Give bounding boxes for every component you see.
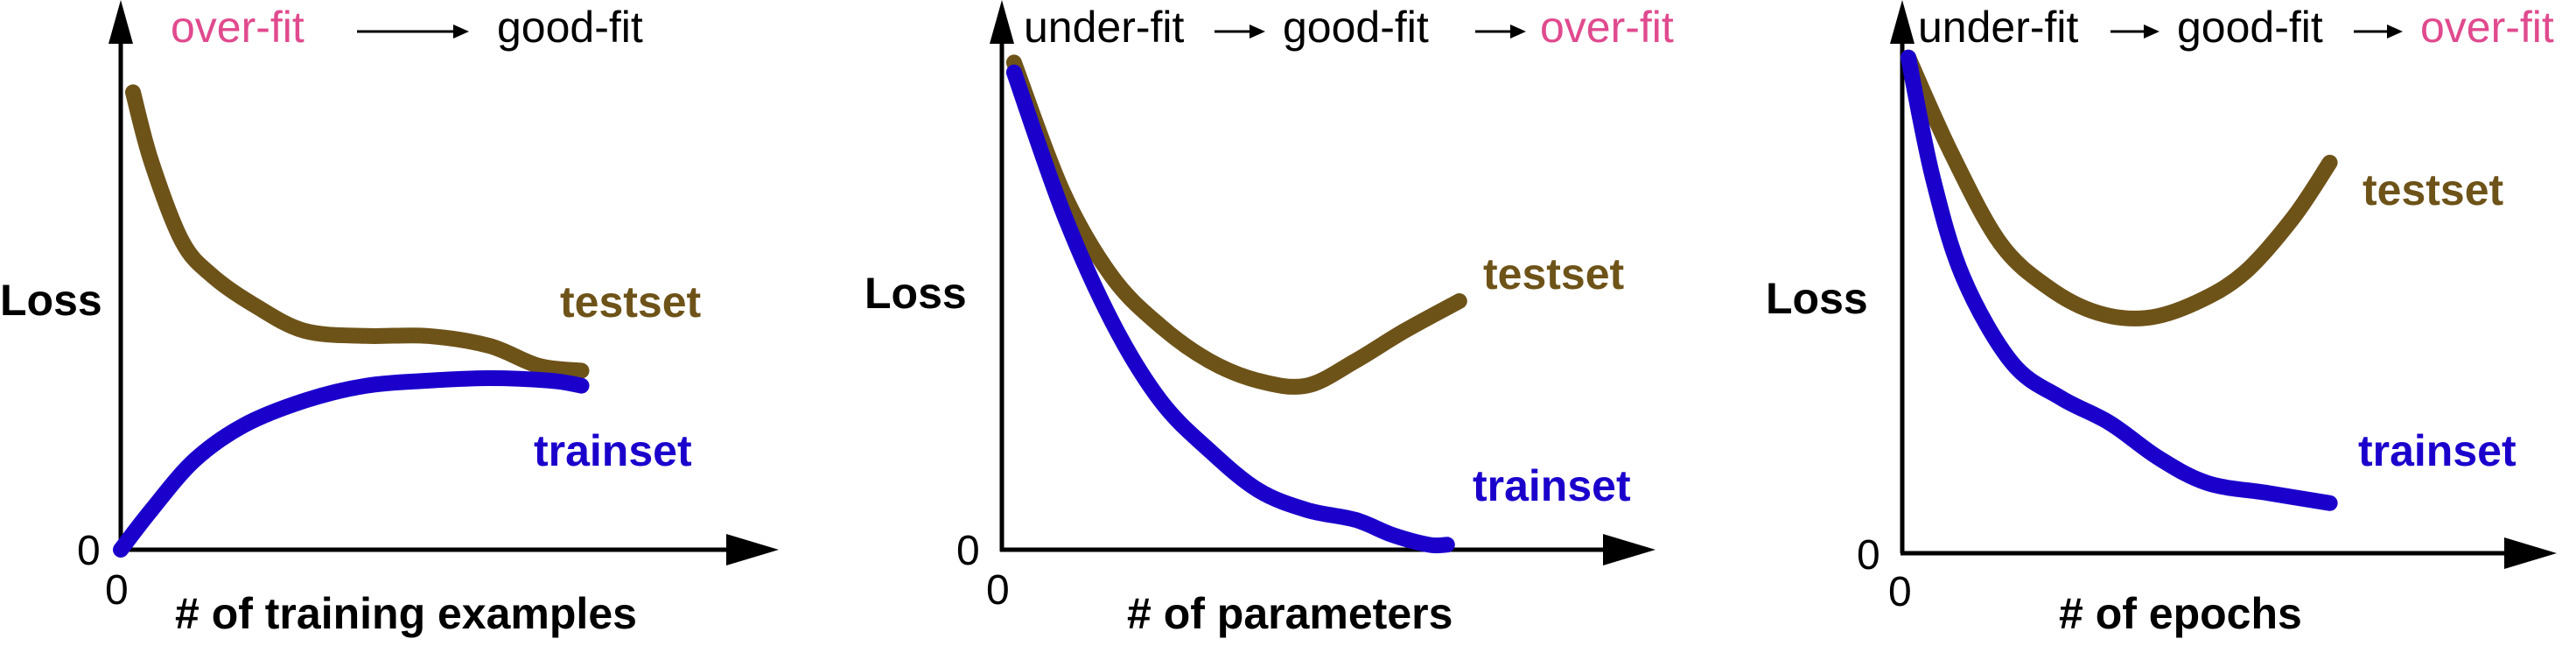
regime-label-2: good-fit bbox=[1283, 3, 1429, 52]
y-tick-label: 0 bbox=[1857, 532, 1880, 579]
y-tick-label: 0 bbox=[77, 528, 101, 574]
x-axis-label: # of training examples bbox=[175, 589, 637, 638]
trainset-label: trainset bbox=[534, 426, 692, 475]
x-axis-label: # of epochs bbox=[2059, 589, 2302, 638]
y-axis-label: Loss bbox=[0, 276, 102, 325]
testset-line bbox=[125, 84, 590, 379]
trainset-label: trainset bbox=[1473, 461, 1631, 510]
trainset-line bbox=[1005, 64, 1455, 554]
regime-label-3: over-fit bbox=[1540, 3, 1674, 52]
x-axis-arrowhead bbox=[1603, 534, 1656, 565]
y-axis-arrowhead bbox=[990, 0, 1014, 44]
regime-label-1: over-fit bbox=[171, 3, 304, 52]
y-axis-arrowhead bbox=[108, 0, 133, 44]
trainset-line bbox=[113, 370, 590, 558]
regime-arrowhead-2 bbox=[1510, 25, 1526, 39]
y-axis-arrowhead bbox=[1890, 0, 1914, 44]
regime-label-2: good-fit bbox=[497, 3, 643, 52]
regime-label-2: good-fit bbox=[2177, 3, 2323, 52]
x-tick-label: 0 bbox=[1888, 569, 1912, 615]
y-axis-label: Loss bbox=[864, 269, 967, 318]
testset-line bbox=[1900, 49, 2338, 327]
y-axis-label: Loss bbox=[1766, 274, 1868, 323]
regime-label-1: under-fit bbox=[1918, 3, 2079, 52]
chart-panel-3: Loss 0 0 # of epochs under-fit good-fit … bbox=[1766, 0, 2557, 638]
regime-arrowhead bbox=[453, 25, 469, 39]
x-axis-arrowhead bbox=[726, 534, 779, 565]
y-tick-label: 0 bbox=[956, 528, 980, 574]
regime-label-3: over-fit bbox=[2420, 3, 2554, 52]
trainset-line bbox=[1900, 49, 2338, 511]
x-axis-arrowhead bbox=[2504, 537, 2557, 569]
testset-label: testset bbox=[2362, 165, 2504, 214]
regime-arrowhead-1 bbox=[1250, 25, 1265, 39]
testset-label: testset bbox=[1483, 249, 1625, 298]
trainset-label: trainset bbox=[2358, 426, 2516, 475]
chart-panel-1: Loss 0 0 # of training examples over-fit… bbox=[0, 0, 779, 638]
testset-line bbox=[1005, 54, 1467, 395]
testset-label: testset bbox=[560, 277, 702, 327]
regime-label-1: under-fit bbox=[1024, 3, 1185, 52]
regime-arrowhead-1 bbox=[2144, 25, 2160, 39]
chart-panel-2: Loss 0 0 # of parameters under-fit good-… bbox=[864, 0, 1674, 638]
x-tick-label: 0 bbox=[986, 567, 1010, 614]
regime-arrowhead-2 bbox=[2387, 25, 2403, 39]
x-tick-label: 0 bbox=[105, 567, 129, 614]
x-axis-label: # of parameters bbox=[1127, 589, 1452, 638]
